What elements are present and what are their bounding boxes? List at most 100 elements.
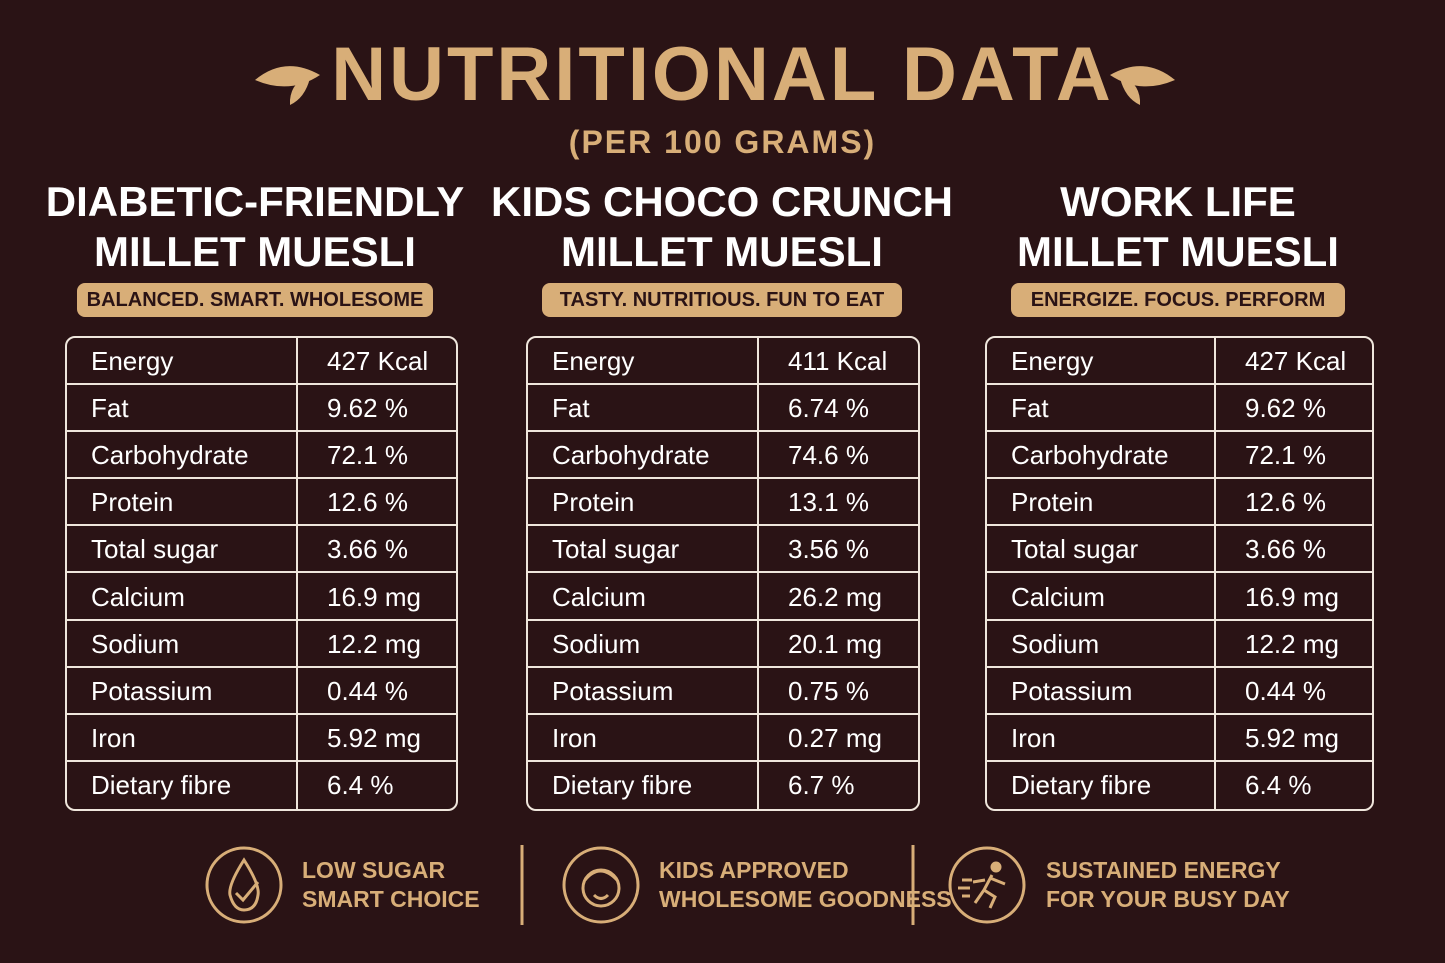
nutrient-label: Calcium bbox=[1011, 581, 1105, 612]
table-row: Total sugar 3.66 % bbox=[987, 526, 1372, 574]
nutrient-value: 9.62 % bbox=[1245, 393, 1326, 424]
column-divider bbox=[296, 338, 298, 809]
feature-text: SMART CHOICE bbox=[302, 886, 480, 912]
table-row: Energy 427 Kcal bbox=[67, 338, 456, 386]
nutrient-label: Fat bbox=[1011, 393, 1049, 424]
table-row: Energy 411 Kcal bbox=[528, 338, 918, 386]
table-row: Potassium 0.75 % bbox=[528, 668, 918, 715]
product-name: MILLET MUESLI bbox=[561, 228, 883, 275]
product-name: MILLET MUESLI bbox=[1017, 228, 1339, 275]
table-row: Fat 9.62 % bbox=[67, 385, 456, 433]
nutrient-label: Carbohydrate bbox=[1011, 440, 1169, 471]
nutrient-label: Carbohydrate bbox=[552, 440, 710, 471]
nutrient-label: Potassium bbox=[91, 675, 213, 706]
nutrient-label: Energy bbox=[91, 346, 174, 376]
nutrient-value: 5.92 mg bbox=[327, 722, 421, 753]
nutrient-label: Energy bbox=[1011, 346, 1094, 376]
table-row: Sodium 20.1 mg bbox=[528, 621, 918, 668]
nutrient-label: Sodium bbox=[1011, 628, 1100, 659]
nutrient-label: Protein bbox=[91, 487, 174, 518]
nutrient-label: Dietary fibre bbox=[91, 769, 232, 800]
nutrient-label: Total sugar bbox=[91, 534, 219, 565]
nutrient-label: Dietary fibre bbox=[1011, 769, 1152, 800]
feature-text: KIDS APPROVED bbox=[659, 857, 849, 883]
nutrient-value: 6.74 % bbox=[788, 393, 869, 424]
tagline: BALANCED. SMART. WHOLESOME bbox=[77, 283, 433, 317]
feature-text: WHOLESOME GOODNESS bbox=[659, 886, 952, 912]
table-row: Sodium 12.2 mg bbox=[987, 621, 1372, 668]
product-name: KIDS CHOCO CRUNCH bbox=[491, 178, 953, 225]
nutrient-value: 0.44 % bbox=[1245, 675, 1326, 706]
nutrient-value: 12.2 mg bbox=[327, 628, 421, 659]
nutrient-label: Potassium bbox=[1011, 675, 1133, 706]
nutrient-value: 16.9 mg bbox=[1245, 581, 1339, 612]
nutrient-value: 3.56 % bbox=[788, 534, 869, 565]
nutrient-value: 0.75 % bbox=[788, 675, 869, 706]
nutrient-label: Sodium bbox=[552, 628, 641, 659]
table-row: Calcium 16.9 mg bbox=[987, 574, 1372, 621]
nutrient-label: Iron bbox=[552, 722, 597, 753]
nutrition-table: Energy 427 Kcal Fat 9.62 % Carbohydrate 72.1 … bbox=[65, 336, 458, 811]
nutrient-value: 12.6 % bbox=[327, 487, 408, 518]
table-row: Total sugar 3.66 % bbox=[67, 526, 456, 574]
table-row: Carbohydrate 72.1 % bbox=[987, 432, 1372, 480]
nutrient-label: Fat bbox=[91, 393, 129, 424]
nutrient-value: 72.1 % bbox=[1245, 440, 1326, 471]
nutrient-value: 16.9 mg bbox=[327, 581, 421, 612]
feature-text: LOW SUGAR bbox=[302, 857, 446, 883]
nutrient-value: 9.62 % bbox=[327, 393, 408, 424]
table-row: Carbohydrate 72.1 % bbox=[67, 432, 456, 480]
nutrient-value: 0.27 mg bbox=[788, 722, 882, 753]
product-name: WORK LIFE bbox=[1060, 178, 1296, 225]
nutrient-value: 411 Kcal bbox=[788, 346, 888, 376]
table-row: Iron 5.92 mg bbox=[987, 715, 1372, 762]
table-row: Iron 0.27 mg bbox=[528, 715, 918, 762]
product-name: DIABETIC-FRIENDLY bbox=[45, 178, 465, 225]
nutrient-label: Protein bbox=[552, 487, 635, 518]
nutrient-label: Energy bbox=[552, 346, 635, 376]
table-row: Calcium 16.9 mg bbox=[67, 574, 456, 621]
nutrient-label: Calcium bbox=[91, 581, 185, 612]
table-row: Protein 13.1 % bbox=[528, 479, 918, 527]
table-row: Potassium 0.44 % bbox=[987, 668, 1372, 715]
nutrient-value: 74.6 % bbox=[788, 440, 869, 471]
tagline: ENERGIZE. FOCUS. PERFORM bbox=[1011, 283, 1345, 317]
table-row: Protein 12.6 % bbox=[987, 479, 1372, 527]
table-row: Energy 427 Kcal bbox=[987, 338, 1372, 386]
table-row: Carbohydrate 74.6 % bbox=[528, 432, 918, 480]
nutrient-value: 5.92 mg bbox=[1245, 722, 1339, 753]
table-row: Dietary fibre 6.7 % bbox=[528, 762, 918, 809]
table-row: Iron 5.92 mg bbox=[67, 715, 456, 762]
title: NUTRITIONAL DATA bbox=[331, 32, 1114, 117]
table-row: Sodium 12.2 mg bbox=[67, 621, 456, 668]
nutrient-value: 6.4 % bbox=[1245, 769, 1312, 800]
nutrient-value: 72.1 % bbox=[327, 440, 408, 471]
nutrient-label: Iron bbox=[91, 722, 136, 753]
table-row: Fat 9.62 % bbox=[987, 385, 1372, 433]
table-row: Dietary fibre 6.4 % bbox=[67, 762, 456, 809]
leaf-right bbox=[1110, 66, 1175, 105]
nutrient-label: Total sugar bbox=[552, 534, 680, 565]
tagline: TASTY. NUTRITIOUS. FUN TO EAT bbox=[542, 283, 902, 317]
table-row: Protein 12.6 % bbox=[67, 479, 456, 527]
nutrient-value: 3.66 % bbox=[327, 534, 408, 565]
nutrition-table: Energy 427 Kcal Fat 9.62 % Carbohydrate 72.1 … bbox=[985, 336, 1374, 811]
table-row: Potassium 0.44 % bbox=[67, 668, 456, 715]
leaf-left bbox=[255, 66, 320, 105]
nutrient-label: Fat bbox=[552, 393, 590, 424]
feature-text: FOR YOUR BUSY DAY bbox=[1046, 886, 1290, 912]
product-name: MILLET MUESLI bbox=[94, 228, 416, 275]
subtitle: (PER 100 GRAMS) bbox=[568, 124, 877, 160]
table-row: Calcium 26.2 mg bbox=[528, 574, 918, 621]
feature-text: SUSTAINED ENERGY bbox=[1046, 857, 1281, 883]
nutrient-label: Calcium bbox=[552, 581, 646, 612]
nutrition-table: Energy 411 Kcal Fat 6.74 % Carbohydrate 74.6 … bbox=[526, 336, 920, 811]
nutrient-label: Carbohydrate bbox=[91, 440, 249, 471]
nutrient-value: 12.2 mg bbox=[1245, 628, 1339, 659]
nutrient-value: 427 Kcal bbox=[1245, 346, 1347, 376]
column-divider bbox=[1214, 338, 1216, 809]
table-row: Total sugar 3.56 % bbox=[528, 526, 918, 574]
nutrient-label: Sodium bbox=[91, 628, 180, 659]
